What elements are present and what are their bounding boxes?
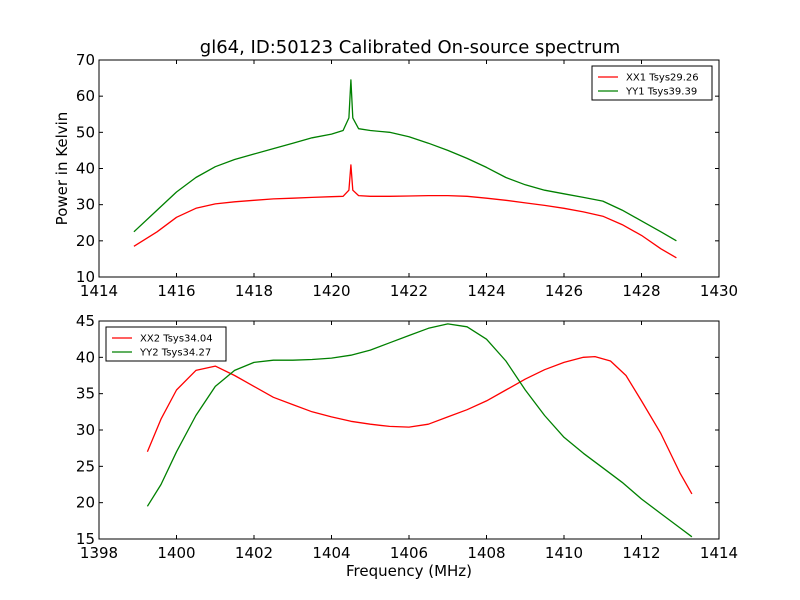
y-tick-label: 30 [76,196,95,214]
y-tick-label: 20 [76,232,95,250]
x-tick-label: 1404 [312,544,350,562]
y-tick-label: 20 [76,494,95,512]
x-tick-label: 1428 [622,282,660,300]
x-axis-label: Frequency (MHz) [346,562,472,580]
x-tick-label: 1414 [700,544,738,562]
y-tick-label: 70 [76,51,95,69]
subplot-1: 1414 1416 1418 1420 1422 1424 1426 1428 1430 10 20… [53,51,738,300]
y-tick-label: 60 [76,87,95,105]
x-tick-label: 1410 [545,544,583,562]
legend-box [591,65,713,101]
legend-box [105,326,227,362]
y-tick-label: 40 [76,160,95,178]
y-tick-label: 25 [76,457,95,475]
y-tick-label: 30 [76,421,95,439]
series-line-xx2 [146,355,693,495]
x-tick-label: 1418 [235,282,273,300]
y-tick-label: 45 [76,312,95,330]
y-tick-label: 10 [76,268,95,286]
series-line-xx1 [133,164,677,259]
y-tick-label: 35 [76,385,95,403]
legend-label: YY1 Tsys39.39 [625,87,697,98]
legend: XX2 Tsys34.04 YY2 Tsys34.27 [105,326,227,362]
x-tick-label: 1420 [312,282,350,300]
x-tick-label: 1406 [390,544,428,562]
legend-label: YY2 Tsys34.27 [139,348,211,359]
chart-title: gl64, ID:50123 Calibrated On-source spec… [200,37,620,58]
x-tick-label: 1430 [700,282,738,300]
y-tick-label: 40 [76,348,95,366]
series-line-yy2 [146,323,693,538]
x-tick-label: 1402 [235,544,273,562]
legend-label: XX2 Tsys34.04 [140,334,213,345]
x-tick-label: 1400 [157,544,195,562]
x-tick-label: 1426 [545,282,583,300]
x-tick-label: 1408 [467,544,505,562]
x-tick-label: 1424 [467,282,505,300]
x-tick-label: 1414 [80,282,118,300]
subplot-2: 1398 1400 1402 1404 1406 1408 1410 1412 1414 15 20… [76,312,738,580]
x-tick-label: 1416 [157,282,195,300]
x-tick-label: 1422 [390,282,428,300]
series-line-yy1 [133,79,677,242]
y-tick-label: 15 [76,530,95,548]
x-tick-label: 1398 [80,544,118,562]
x-tick-label: 1412 [622,544,660,562]
legend-label: XX1 Tsys29.26 [626,73,699,84]
y-tick-label: 50 [76,123,95,141]
y-axis-label: Power in Kelvin [53,112,71,226]
legend: XX1 Tsys29.26 YY1 Tsys39.39 [591,65,713,101]
